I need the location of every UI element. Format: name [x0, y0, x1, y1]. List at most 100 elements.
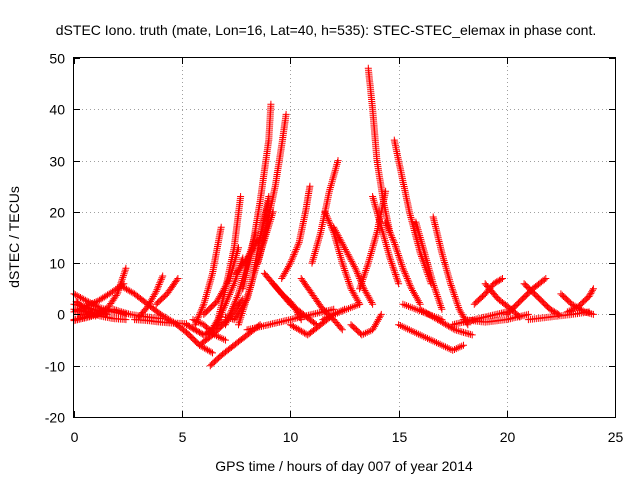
data-point: [339, 307, 347, 315]
data-point: [353, 268, 361, 276]
y-tick-label: -20: [45, 410, 65, 426]
data-point: [565, 307, 573, 315]
data-point: [452, 294, 459, 302]
data-point: [326, 220, 334, 228]
data-point: [494, 277, 502, 285]
data-point: [449, 346, 457, 354]
data-point: [337, 237, 345, 245]
data-point: [217, 223, 225, 231]
data-point: [199, 302, 207, 310]
data-point: [438, 305, 446, 313]
data-point: [567, 306, 575, 314]
data-point: [224, 294, 232, 302]
data-point: [183, 321, 190, 329]
data-point: [341, 246, 349, 253]
data-point: [365, 328, 373, 335]
data-point: [497, 275, 505, 283]
data-point: [91, 299, 99, 306]
data-point: [589, 310, 597, 318]
data-point: [242, 297, 250, 305]
data-point: [201, 330, 209, 338]
data-point: [338, 326, 346, 334]
data-point: [350, 302, 358, 310]
data-point: [288, 256, 296, 264]
data-point: [443, 344, 451, 352]
data-point: [387, 232, 395, 240]
data-series: [222, 208, 277, 324]
data-point: [347, 256, 355, 264]
data-point: [75, 293, 83, 301]
data-point: [549, 307, 557, 315]
data-point: [333, 230, 341, 238]
data-point: [157, 275, 165, 283]
data-point: [296, 326, 304, 334]
data-point: [332, 227, 339, 235]
data-point: [218, 334, 226, 342]
data-point: [434, 294, 442, 302]
data-point: [345, 279, 353, 287]
data-point: [343, 274, 351, 282]
data-point: [382, 220, 390, 228]
data-point: [445, 322, 453, 330]
data-point: [334, 232, 342, 240]
data-point: [254, 257, 262, 265]
data-point: [198, 305, 206, 313]
data-point: [405, 278, 413, 286]
data-point: [422, 334, 430, 341]
data-point: [346, 304, 354, 312]
data-point: [227, 308, 235, 316]
data-point: [346, 283, 354, 291]
data-point: [81, 296, 89, 304]
data-point: [289, 252, 297, 260]
data-point: [401, 269, 409, 277]
data-point: [579, 307, 587, 315]
data-series: [189, 316, 229, 344]
data-series: [183, 316, 225, 339]
x-tick-label: 10: [283, 429, 299, 445]
data-point: [493, 278, 501, 286]
data-point: [339, 261, 347, 269]
data-point: [90, 306, 98, 314]
data-point: [121, 266, 129, 274]
data-point: [359, 274, 367, 282]
data-series: [460, 310, 532, 326]
data-point: [74, 306, 82, 314]
x-tick-label: 25: [608, 429, 624, 445]
data-point: [436, 300, 444, 308]
data-point: [377, 310, 385, 318]
data-point: [442, 343, 449, 351]
data-point: [403, 275, 411, 282]
data-point: [120, 272, 127, 280]
data-point: [269, 208, 277, 216]
data-point: [384, 223, 392, 231]
data-point: [216, 334, 224, 341]
data-point: [188, 324, 196, 332]
y-tick-label: 0: [57, 307, 65, 323]
data-point: [540, 276, 548, 284]
data-point: [447, 280, 454, 288]
data-point: [122, 316, 130, 324]
data-point: [362, 265, 370, 273]
data-point: [571, 304, 579, 312]
data-point: [450, 289, 458, 297]
data-point: [415, 299, 423, 306]
data-point: [401, 301, 409, 309]
data-point: [225, 292, 233, 300]
data-point: [222, 319, 230, 327]
data-point: [438, 318, 446, 326]
data-point: [344, 251, 352, 259]
data-point: [434, 340, 442, 347]
data-point: [327, 222, 335, 229]
data-point: [331, 225, 339, 233]
data-point: [196, 319, 204, 327]
data-point: [434, 316, 442, 324]
data-point: [395, 321, 403, 329]
x-tick-label: 0: [71, 429, 79, 445]
data-point: [87, 300, 95, 308]
data-point: [326, 312, 334, 320]
data-point: [589, 285, 597, 293]
data-point: [358, 279, 365, 287]
data-point: [410, 305, 418, 313]
data-point: [92, 298, 100, 306]
data-point: [330, 223, 338, 231]
